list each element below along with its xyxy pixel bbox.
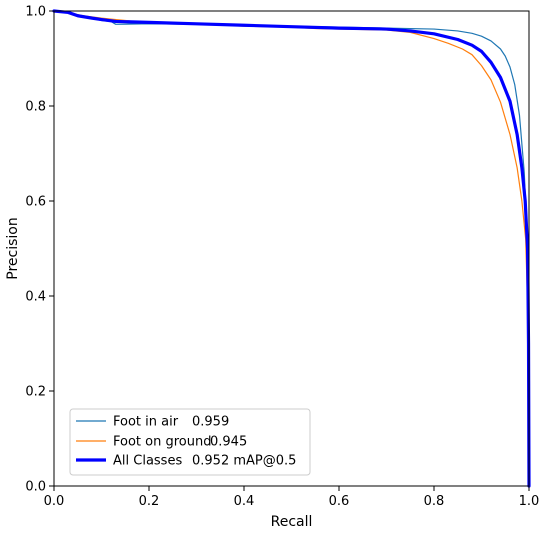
x-tick-label: 1.0: [519, 494, 540, 509]
series-layer: [52, 9, 531, 488]
y-tick-label: 0.2: [25, 385, 46, 400]
legend-score-1: 0.959: [192, 415, 229, 430]
series-line-3: [52, 9, 531, 488]
y-tick-label: 0.0: [25, 480, 46, 495]
x-tick-label: 0.0: [44, 494, 65, 509]
y-tick-label: 0.8: [25, 100, 46, 115]
x-axis-title: Recall: [271, 514, 313, 530]
ticks-layer: 0.0 0.2 0.4 0.6 0.8 1.0 0.0 0.2 0.4 0.6 0.8 1.0: [25, 5, 539, 510]
plot-frame: [53, 10, 530, 487]
legend-label-1: Foot in air: [113, 415, 179, 430]
x-tick-label: 0.2: [139, 494, 160, 509]
x-tick-label: 0.6: [329, 494, 350, 509]
legend-score-3: 0.952 mAP@0.5: [192, 454, 296, 469]
x-tick-label: 0.8: [424, 494, 445, 509]
y-tick-label: 0.4: [25, 290, 46, 305]
legend-box: [69, 408, 311, 476]
legend-score-2: 0.945: [210, 435, 247, 450]
plot-area: [54, 11, 529, 486]
legend-label-2: Foot on ground: [113, 435, 211, 450]
x-tick-label: 0.4: [234, 494, 255, 509]
y-tick-label: 1.0: [25, 5, 46, 20]
y-axis-title: Precision: [5, 217, 21, 279]
legend-label-3: All Classes: [113, 454, 182, 469]
y-tick-label: 0.6: [25, 195, 46, 210]
